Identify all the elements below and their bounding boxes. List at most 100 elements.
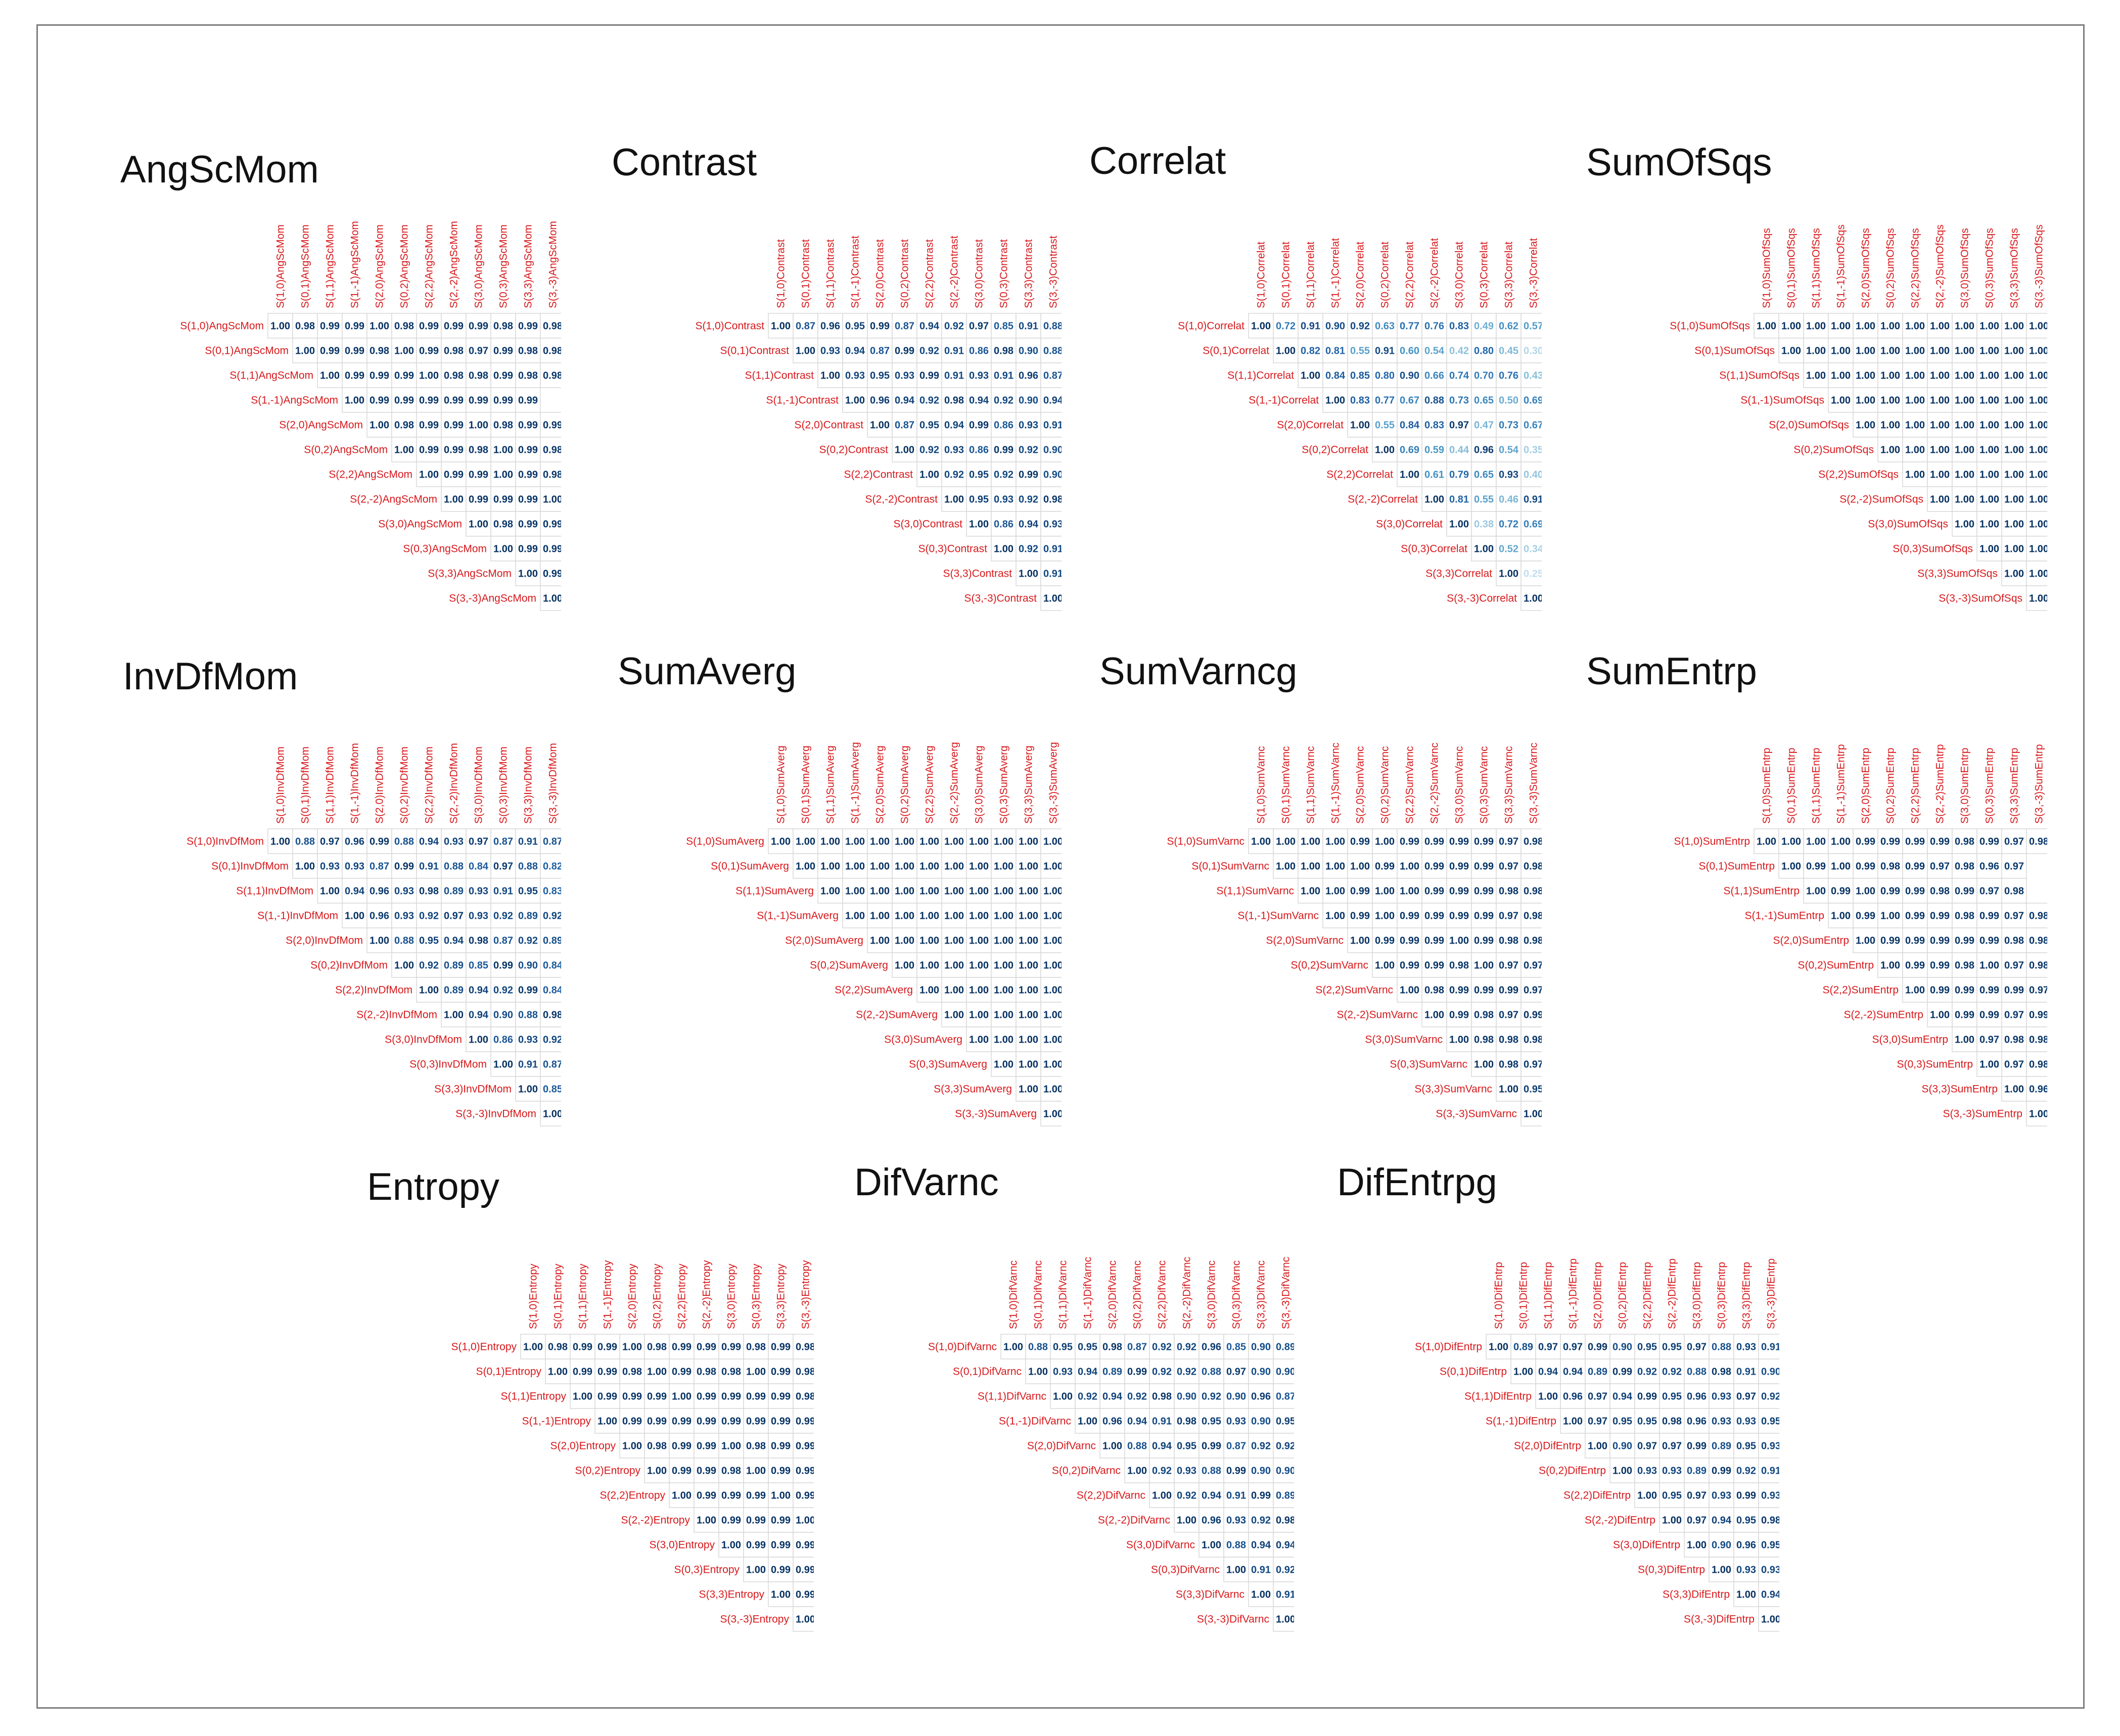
matrix-cell bbox=[1902, 927, 1928, 953]
correlation-value: 1.00 bbox=[1955, 370, 1974, 382]
correlation-value: 0.99 bbox=[444, 420, 464, 431]
correlation-value: 0.95 bbox=[1761, 1416, 1779, 1427]
correlation-value: 0.99 bbox=[1905, 886, 1925, 897]
matrix-cell bbox=[520, 1334, 546, 1359]
correlation-value: 0.95 bbox=[1662, 1342, 1682, 1353]
correlation-value: 0.89 bbox=[444, 985, 464, 996]
matrix-cell bbox=[1560, 1358, 1586, 1384]
correlation-value: 0.90 bbox=[1612, 1441, 1632, 1452]
matrix-cell bbox=[1803, 828, 1829, 854]
matrix-cell bbox=[1397, 977, 1422, 1003]
column-label: S(0,3)SumEntrp bbox=[1984, 747, 1996, 824]
correlation-value: 1.00 bbox=[1905, 470, 1925, 481]
matrix-cell bbox=[768, 1383, 794, 1409]
correlation-value: 0.92 bbox=[994, 395, 1013, 406]
correlation-value: 0.99 bbox=[320, 321, 340, 332]
column-label: S(3,3)Entropy bbox=[775, 1263, 787, 1329]
correlation-value: 1.00 bbox=[2029, 1109, 2047, 1120]
correlation-value: 0.91 bbox=[1226, 1490, 1246, 1502]
correlation-value: 0.61 bbox=[1424, 470, 1444, 481]
row-label: S(1,1)Contrast bbox=[745, 370, 814, 382]
row-label: S(2,2)InvDfMom bbox=[335, 984, 412, 996]
matrix-cell bbox=[1372, 362, 1398, 388]
matrix-cell bbox=[441, 853, 467, 879]
matrix-cell bbox=[1421, 878, 1447, 904]
matrix-cell bbox=[1397, 853, 1422, 879]
row-label: S(0,2)InvDfMom bbox=[310, 960, 388, 971]
row-label: S(2,2)Correlat bbox=[1326, 469, 1393, 481]
row-label: S(0,3)DifEntrp bbox=[1638, 1564, 1705, 1576]
correlation-value: 0.80 bbox=[1474, 346, 1494, 357]
column-label: S(3,-3)SumAverg bbox=[1048, 742, 1059, 824]
correlation-value: 1.00 bbox=[1930, 445, 1950, 456]
correlation-value: 1.00 bbox=[1979, 544, 1999, 555]
correlation-value: 0.55 bbox=[1350, 346, 1370, 357]
correlation-value: 0.76 bbox=[1499, 370, 1518, 382]
correlation-value: 0.87 bbox=[870, 346, 890, 357]
column-label: S(3,-3)Entropy bbox=[800, 1260, 812, 1329]
correlation-value: 0.99 bbox=[1375, 935, 1395, 947]
correlation-value: 1.00 bbox=[1350, 861, 1370, 872]
correlation-value: 1.00 bbox=[1276, 1614, 1294, 1625]
correlation-value: 1.00 bbox=[1930, 370, 1950, 382]
column-label: S(2,-2)InvDfMom bbox=[448, 743, 460, 824]
correlation-value: 1.00 bbox=[672, 1490, 692, 1502]
correlation-value: 1.00 bbox=[2029, 370, 2047, 382]
correlation-value: 0.59 bbox=[1424, 445, 1444, 456]
correlation-value: 1.00 bbox=[919, 836, 939, 848]
matrix-cell bbox=[1520, 903, 1542, 928]
matrix-cell bbox=[743, 1482, 769, 1508]
row-label: S(1,-1)Contrast bbox=[766, 395, 839, 406]
correlation-value: 0.98 bbox=[1499, 1059, 1518, 1070]
matrix-cell bbox=[515, 362, 541, 388]
column-label: S(3,3)DifEntrp bbox=[1741, 1262, 1753, 1329]
matrix-cell bbox=[1149, 1358, 1175, 1384]
column-label: S(3,-3)Contrast bbox=[1048, 236, 1059, 308]
correlation-value: 0.85 bbox=[1350, 370, 1370, 382]
correlation-value: 0.97 bbox=[1524, 1059, 1542, 1070]
column-label: S(1,-1)Entropy bbox=[602, 1260, 614, 1329]
matrix-cell bbox=[966, 828, 992, 854]
matrix-cell bbox=[793, 1458, 814, 1483]
matrix-cell bbox=[644, 1433, 670, 1459]
matrix-cell bbox=[1199, 1482, 1224, 1508]
matrix-cell bbox=[991, 1002, 1017, 1027]
matrix-cell bbox=[1397, 437, 1422, 462]
correlation-value: 1.00 bbox=[1043, 836, 1062, 848]
correlation-value: 0.92 bbox=[1019, 544, 1038, 555]
correlation-value: 1.00 bbox=[543, 593, 561, 604]
correlation-value: 0.87 bbox=[1043, 370, 1062, 382]
correlation-value: 0.95 bbox=[1177, 1441, 1196, 1452]
column-label: S(0,3)Entropy bbox=[751, 1263, 762, 1329]
matrix-cell bbox=[1520, 1002, 1542, 1027]
matrix-cell bbox=[1634, 1433, 1660, 1459]
matrix-cell bbox=[466, 313, 491, 339]
correlation-heatmap: S(1,0)DifVarnc S(0,1)DifVarnc S(1,1)DifVar… bbox=[928, 1257, 1294, 1632]
matrix-cell bbox=[1877, 437, 1903, 462]
column-label: S(1,1)DifEntrp bbox=[1543, 1262, 1554, 1329]
row-label: S(2,-2)InvDfMom bbox=[356, 1009, 437, 1021]
correlation-value: 1.00 bbox=[518, 1084, 538, 1095]
correlation-value: 0.92 bbox=[1276, 1565, 1294, 1576]
correlation-value: 1.00 bbox=[1375, 445, 1395, 456]
matrix-cell bbox=[1560, 1383, 1586, 1409]
matrix-cell bbox=[490, 511, 516, 537]
correlation-value: 0.94 bbox=[944, 420, 964, 431]
correlation-value: 0.99 bbox=[1474, 985, 1494, 996]
correlation-value: 0.92 bbox=[1251, 1441, 1271, 1452]
correlation-value: 1.00 bbox=[1955, 395, 1974, 406]
correlation-value: 0.97 bbox=[1449, 420, 1469, 431]
matrix-cell bbox=[768, 1433, 794, 1459]
row-label: S(1,1)Correlat bbox=[1227, 370, 1294, 382]
correlation-value: 1.00 bbox=[1856, 370, 1875, 382]
correlation-value: 0.98 bbox=[746, 1342, 766, 1353]
matrix-cell bbox=[1634, 1334, 1660, 1359]
correlation-value: 0.98 bbox=[2029, 960, 2047, 971]
correlation-value: 0.99 bbox=[622, 1391, 642, 1402]
column-label: S(3,0)Correlat bbox=[1454, 242, 1465, 308]
correlation-value: 0.93 bbox=[895, 370, 914, 382]
row-label: S(0,3)InvDfMom bbox=[409, 1059, 487, 1070]
correlation-value: 1.00 bbox=[2029, 544, 2047, 555]
correlation-value: 0.91 bbox=[1019, 321, 1038, 332]
correlation-value: 0.89 bbox=[1513, 1342, 1533, 1353]
